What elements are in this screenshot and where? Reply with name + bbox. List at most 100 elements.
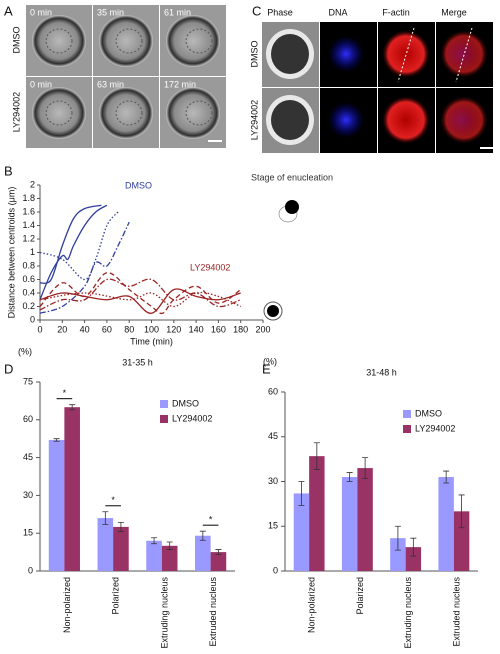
panel-label: E (262, 361, 271, 376)
nucleus (115, 100, 143, 126)
row-label: DMSO (11, 27, 21, 54)
bar (113, 526, 129, 571)
cell (99, 15, 153, 67)
y-tick-label: 1.8 (22, 193, 35, 203)
y-tick-label: 30 (23, 490, 33, 500)
legend-label: DMSO (172, 398, 199, 408)
row-label: DMSO (249, 41, 259, 68)
f-actin (440, 30, 488, 78)
nucleus (115, 28, 143, 54)
y-tick-label: 1.2 (22, 233, 35, 243)
time-label: 63 min (97, 79, 124, 89)
error-bar (313, 442, 320, 470)
cell (166, 87, 220, 139)
row-label: LY294002 (11, 92, 21, 132)
legend-swatch (403, 425, 411, 433)
error-bar (215, 549, 222, 556)
cell (271, 100, 309, 140)
bar (146, 540, 162, 571)
y-tick-label: 1.6 (22, 206, 35, 216)
y-tick-label: 15 (268, 521, 278, 531)
axis-guide (397, 27, 415, 83)
cell (99, 87, 153, 139)
y-axis-title: (%) (18, 346, 32, 356)
error-bar (443, 470, 450, 484)
x-tick-label: 140 (189, 324, 204, 334)
bar (453, 511, 470, 571)
axis-guide (455, 27, 473, 83)
error-bar (117, 521, 124, 532)
y-tick-label: 1.4 (22, 220, 35, 230)
legend-swatch (160, 400, 168, 408)
error-bar (394, 525, 401, 551)
data-line (39, 278, 241, 311)
x-tick-label: 100 (144, 324, 159, 334)
nucleus (45, 28, 73, 54)
x-tick-label: Non-polarized (307, 577, 317, 633)
bar (64, 407, 80, 571)
column-label: F-actin (382, 7, 410, 17)
legend-label: LY294002 (172, 413, 212, 423)
annotation: DMSO (125, 180, 152, 190)
panel-label: A (4, 3, 13, 18)
legend-label: DMSO (415, 408, 442, 418)
x-tick-label: Extruded nucleus (451, 577, 461, 647)
x-axis-title: Time (min) (130, 336, 173, 346)
stage-icon (267, 305, 279, 317)
cell (166, 15, 220, 67)
data-line (39, 291, 241, 308)
y-axis-title: Distance between centroids (μm) (6, 187, 16, 319)
annotation: LY294002 (190, 262, 230, 272)
panel-label: D (4, 361, 13, 376)
data-line (39, 272, 242, 315)
legend-label: LY294002 (415, 423, 455, 433)
time-label: 0 min (30, 7, 52, 17)
x-tick-label: Extruded nucleus (208, 577, 218, 647)
x-tick-label: Polarized (111, 577, 121, 615)
bar (195, 535, 211, 571)
y-tick-label: 0 (273, 565, 278, 575)
stage-icon (263, 301, 283, 321)
bar (97, 518, 114, 571)
significance-mark: * (63, 388, 67, 398)
data-line (39, 204, 102, 284)
bar (48, 439, 65, 571)
x-tick-label: 80 (124, 324, 134, 334)
x-tick-label: 120 (166, 324, 181, 334)
x-tick-label: 160 (211, 324, 226, 334)
bar (293, 493, 310, 571)
x-tick-label: Polarized (355, 577, 365, 615)
nucleus (185, 100, 213, 126)
f-actin (440, 96, 488, 144)
data-line (39, 288, 241, 314)
y-tick-label: 60 (268, 386, 278, 396)
error-bar (69, 404, 76, 411)
significance-mark: * (209, 515, 213, 525)
nucleus (45, 100, 73, 126)
error-bar (166, 541, 173, 550)
f-actin (382, 30, 430, 78)
time-label: 0 min (30, 79, 52, 89)
bar (161, 545, 178, 571)
x-tick-label: 0 (37, 324, 42, 334)
chart-title: 31-35 h (122, 357, 153, 367)
data-line (39, 204, 108, 300)
cell (271, 34, 309, 74)
significance-mark: * (111, 495, 115, 505)
data-line (39, 211, 119, 281)
y-tick-label: 0.2 (22, 301, 35, 311)
error-bar (151, 537, 158, 545)
y-tick-label: 0.6 (22, 274, 35, 284)
y-tick-label: 75 (23, 376, 33, 386)
annotation: Stage of enucleation (251, 172, 333, 182)
error-bar (410, 537, 417, 557)
y-axis-title: (%) (263, 356, 277, 366)
y-tick-label: 45 (23, 452, 33, 462)
error-bar (102, 511, 109, 525)
x-tick-label: Non-polarized (62, 577, 72, 633)
bar (309, 456, 325, 571)
legend-swatch (160, 415, 168, 423)
error-bar (53, 438, 60, 442)
error-bar (362, 457, 369, 479)
